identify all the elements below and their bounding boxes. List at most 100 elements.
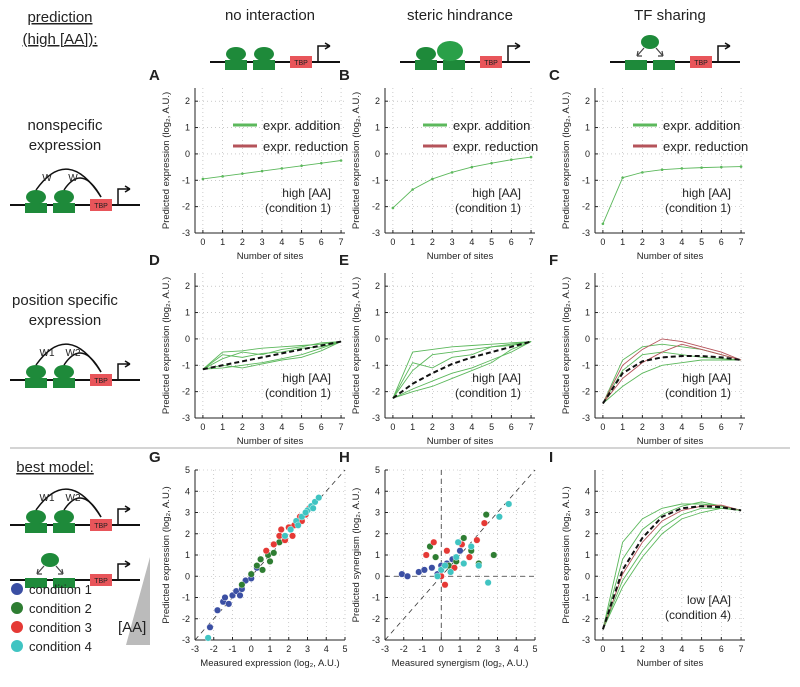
point <box>621 176 624 179</box>
binding-site <box>25 203 47 213</box>
x-tick-label: 5 <box>699 422 704 432</box>
y-tick-label: -3 <box>182 635 190 645</box>
x-tick-label: -1 <box>418 644 426 654</box>
series-line <box>602 507 742 630</box>
y-tick-label: 2 <box>585 96 590 106</box>
annotation: high [AA] <box>682 186 731 200</box>
weight-label: W2 <box>66 493 81 504</box>
annotation: (condition 1) <box>455 201 521 215</box>
tss-arrow <box>717 42 731 62</box>
y-tick-label: 2 <box>585 281 590 291</box>
header-subtitle: (high [AA]): <box>22 31 97 48</box>
series-line <box>202 341 342 370</box>
annotation: (condition 1) <box>265 386 331 400</box>
annotation: high [AA] <box>282 186 331 200</box>
x-tick-label: 2 <box>430 422 435 432</box>
x-axis-label: Number of sites <box>237 436 304 447</box>
x-tick-label: 7 <box>339 237 344 247</box>
y-tick-label: 2 <box>185 281 190 291</box>
tbp-box <box>90 519 112 531</box>
y-tick-label: -1 <box>582 360 590 370</box>
x-axis-label: Number of sites <box>427 251 494 262</box>
y-tick-label: 0 <box>585 334 590 344</box>
tf <box>54 190 74 204</box>
series-line <box>392 341 532 399</box>
annotation: (condition 1) <box>665 201 731 215</box>
column-title: TF sharing <box>634 7 706 24</box>
panel-letter: G <box>149 449 161 466</box>
point <box>277 526 285 534</box>
x-tick-label: 1 <box>220 237 225 247</box>
y-tick-label: 0 <box>375 334 380 344</box>
point <box>441 562 449 570</box>
x-tick-label: 1 <box>220 422 225 432</box>
y-tick-label: -3 <box>372 228 380 238</box>
binding-site <box>53 203 75 213</box>
point <box>300 164 303 168</box>
x-tick-label: 0 <box>390 422 395 432</box>
x-tick-label: 7 <box>739 422 744 432</box>
x-tick-label: 7 <box>529 237 534 247</box>
x-tick-label: 0 <box>390 237 395 247</box>
series-line <box>202 341 342 370</box>
point <box>490 551 498 559</box>
x-tick-label: 0 <box>200 422 205 432</box>
y-tick-label: 2 <box>185 529 190 539</box>
legend-label: expr. addition <box>663 118 740 133</box>
x-tick-label: 6 <box>319 422 324 432</box>
point <box>454 538 462 546</box>
x-tick-label: 2 <box>640 644 645 654</box>
point <box>257 555 265 563</box>
y-tick-label: -2 <box>582 614 590 624</box>
x-tick-label: 5 <box>489 237 494 247</box>
tf <box>416 47 436 61</box>
y-tick-label: 1 <box>585 123 590 133</box>
legend-label: expr. reduction <box>663 139 748 154</box>
point <box>221 594 229 602</box>
x-tick-label: 1 <box>620 237 625 247</box>
binding-site <box>625 60 647 70</box>
y-tick-label: -1 <box>372 593 380 603</box>
y-tick-label: 3 <box>375 508 380 518</box>
point <box>247 570 255 578</box>
x-tick-label: 7 <box>339 422 344 432</box>
series-line <box>202 341 342 370</box>
tbp-label: TBP <box>94 523 108 530</box>
y-axis-label: Predicted expression (log₂, A.U.) <box>351 277 362 414</box>
arrow <box>36 565 64 575</box>
x-tick-label: 1 <box>410 237 415 247</box>
column-title: steric hindrance <box>407 7 513 24</box>
point <box>460 560 468 568</box>
x-tick-label: 3 <box>305 644 310 654</box>
point <box>431 177 434 181</box>
tbp-box <box>690 56 712 68</box>
binding-site <box>415 60 437 70</box>
y-tick-label: 4 <box>185 486 190 496</box>
series-line <box>602 351 742 404</box>
point <box>339 159 343 162</box>
x-tick-label: -1 <box>228 644 236 654</box>
point <box>447 568 455 576</box>
tf <box>26 365 46 379</box>
y-axis-label: Predicted expression (log₂, A.U.) <box>561 92 572 229</box>
tbp-box <box>90 199 112 211</box>
x-tick-label: 2 <box>640 237 645 247</box>
point <box>460 534 468 542</box>
x-tick-label: 6 <box>719 237 724 247</box>
annotation: high [AA] <box>472 371 521 385</box>
y-tick-label: 2 <box>585 529 590 539</box>
y-tick-label: 1 <box>185 550 190 560</box>
y-tick-label: 1 <box>185 123 190 133</box>
x-tick-label: 3 <box>450 422 455 432</box>
x-tick-label: 5 <box>699 644 704 654</box>
x-tick-label: 7 <box>739 237 744 247</box>
series-line <box>602 338 742 404</box>
weight-label: W1 <box>40 348 55 359</box>
point <box>490 161 493 165</box>
series-line <box>392 341 532 399</box>
y-tick-label: -1 <box>582 593 590 603</box>
annotation: (condition 1) <box>665 386 731 400</box>
y-tick-label: 0 <box>185 149 190 159</box>
x-tick-label: 2 <box>240 237 245 247</box>
y-tick-label: 0 <box>185 571 190 581</box>
